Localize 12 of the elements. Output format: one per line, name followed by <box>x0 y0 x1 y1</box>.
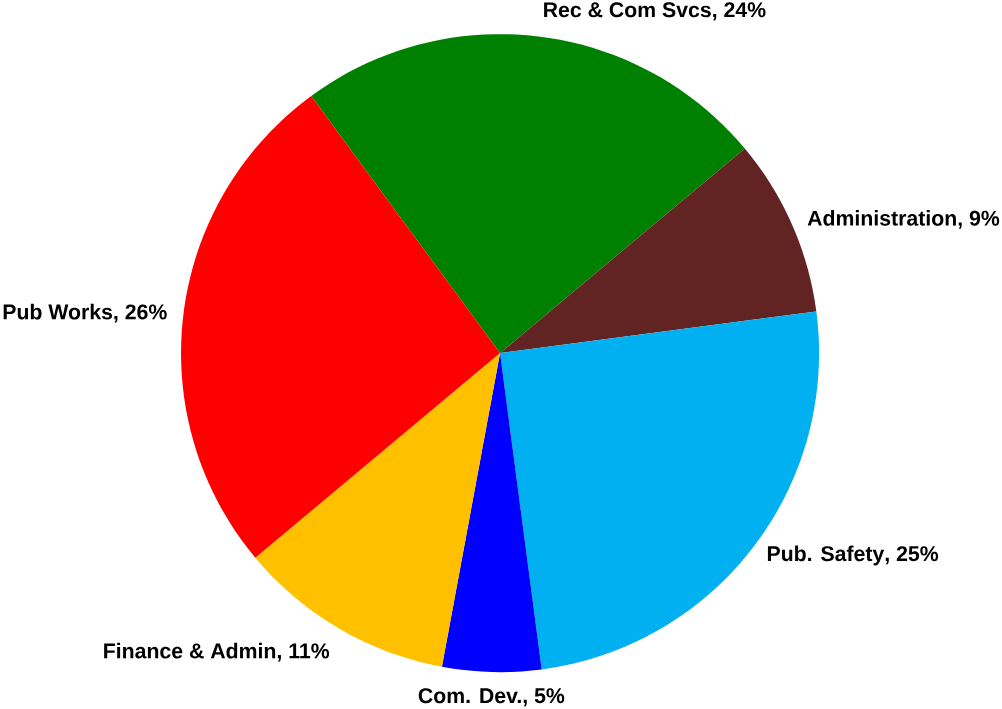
slice-label: Administration <box>807 210 956 226</box>
data-label: , 26% <box>114 304 167 323</box>
slice-label: Pub Works <box>3 304 113 320</box>
data-label: , 25% <box>885 546 939 565</box>
data-label: , 5% <box>523 688 565 707</box>
slice-label: Pub. Safety <box>767 545 885 566</box>
data-label: , 11% <box>277 643 330 662</box>
data-label: , 24% <box>713 2 766 21</box>
slice-label: Com. Dev. <box>418 688 521 704</box>
slice-label: Rec & Com Svcs <box>544 2 711 18</box>
slice-label: Finance & Admin <box>104 643 276 659</box>
data-label: , 9% <box>958 210 1000 230</box>
